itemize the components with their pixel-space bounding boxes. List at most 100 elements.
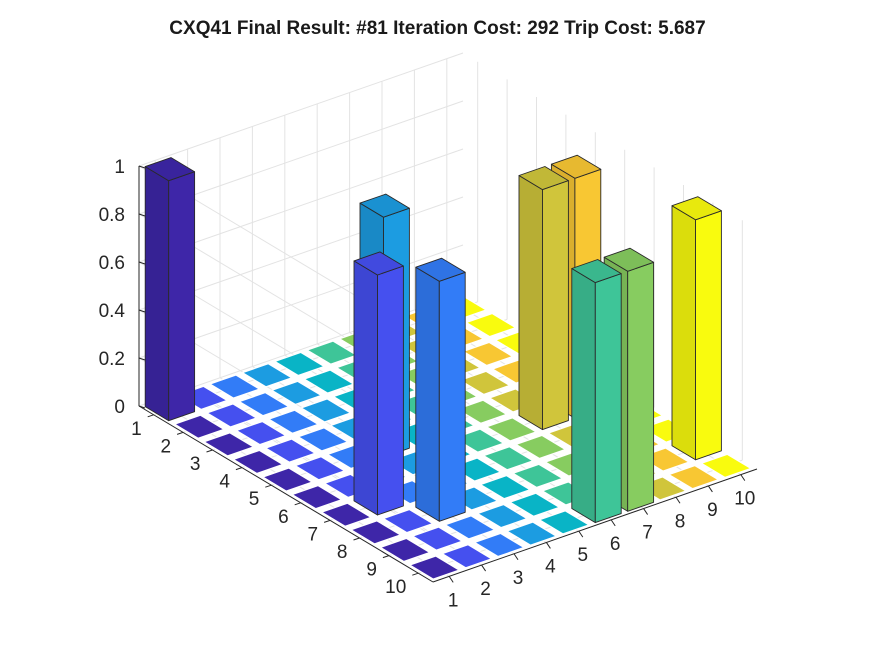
zero-tile (464, 312, 518, 338)
zero-tile (296, 427, 350, 452)
bars (144, 154, 722, 524)
zero-tile (261, 467, 314, 492)
bar-top (518, 166, 569, 191)
x-tick-label: 6 (610, 534, 621, 555)
x-tick (545, 542, 551, 549)
zero-tile (240, 363, 294, 388)
zero-tile (378, 537, 432, 563)
zero-tile (485, 417, 538, 442)
bar-side (353, 260, 378, 516)
zero-tile (479, 474, 532, 500)
zero-tile (699, 453, 753, 479)
bar-side (671, 205, 696, 461)
y-tick (206, 449, 213, 453)
y-tick (147, 414, 154, 418)
y-tick (265, 484, 272, 488)
z-tick-label: 0 (114, 397, 125, 418)
bar-side (144, 166, 170, 422)
x-tick (675, 496, 681, 504)
x-axis-line (432, 468, 758, 583)
zero-tile (452, 428, 506, 453)
x-tick (643, 508, 649, 515)
zero-tile (205, 403, 258, 428)
zero-tile (440, 544, 494, 569)
bar (144, 157, 196, 422)
z-tick-label: 0.8 (99, 205, 125, 226)
y-tick-label: 5 (249, 489, 260, 510)
bar-top (550, 154, 602, 179)
bar-top (671, 196, 722, 221)
y-tick (382, 555, 390, 559)
zero-tile (505, 521, 558, 546)
bar-side (518, 175, 543, 431)
y-tick-label: 6 (278, 507, 289, 528)
zero-tile (273, 351, 326, 377)
bar-front (594, 273, 622, 524)
zero-tile (237, 391, 291, 417)
zero-tile (299, 398, 353, 423)
z-tick-label: 0.6 (99, 253, 125, 274)
zero-tile (514, 434, 567, 460)
zero-tile (173, 414, 226, 439)
y-tick-label: 2 (161, 436, 172, 457)
x-tick (707, 485, 713, 493)
z-tick-label: 0.4 (99, 301, 126, 322)
x-tick (513, 553, 519, 561)
zero-tile (234, 420, 288, 446)
x-tick (610, 519, 616, 527)
z-tick (138, 357, 146, 361)
z-tick (138, 405, 146, 409)
x-tick-label: 3 (513, 568, 524, 589)
y-tick (235, 467, 243, 471)
y-tick-label: 3 (190, 454, 201, 475)
zero-tile (667, 464, 720, 490)
zero-tile (458, 370, 512, 396)
chart-title: CXQ41 Final Result: #81 Iteration Cost: … (169, 18, 706, 39)
zero-tile (208, 374, 261, 399)
y-tick (353, 537, 360, 541)
x-tick-label: 5 (578, 545, 589, 566)
x-tick-label: 8 (675, 511, 686, 532)
bar-top (415, 257, 466, 282)
z-tick (138, 261, 146, 265)
zero-tile (508, 492, 561, 517)
y-tick-label: 8 (337, 542, 348, 563)
zero-tile (290, 484, 344, 510)
zero-tile (476, 503, 529, 529)
x-tick (740, 474, 746, 481)
bar-front (627, 261, 655, 512)
bar-front (377, 265, 404, 516)
zero-tile (381, 508, 435, 534)
x-tick-label: 10 (734, 489, 755, 510)
bar-side (571, 268, 596, 524)
zero-tile (482, 446, 535, 471)
x-tick-label: 9 (707, 500, 718, 521)
y-tick-label: 4 (219, 472, 230, 493)
y-tick (176, 431, 184, 435)
x-tick (448, 576, 454, 583)
zero-tile (411, 526, 464, 551)
bar (353, 251, 404, 516)
zero-tile (473, 532, 526, 558)
bar-front (695, 210, 722, 461)
x-tick-label: 2 (480, 579, 491, 600)
bar (571, 259, 622, 524)
zero-tile (231, 449, 285, 475)
bar (671, 196, 722, 461)
bar-top (144, 157, 196, 182)
bar-front (542, 180, 569, 431)
zero-tile (455, 399, 509, 424)
bar-side (415, 266, 440, 522)
bar-front (438, 271, 466, 522)
zero-tile (293, 456, 347, 481)
bar-front (168, 171, 196, 422)
z-tick-label: 0.2 (99, 349, 125, 370)
z-tick (138, 213, 146, 217)
zero-tile (443, 515, 497, 540)
y-tick-label: 7 (308, 524, 319, 545)
y-tick (323, 519, 331, 523)
bar-top (603, 247, 655, 272)
x-tick (481, 564, 487, 572)
bar-top (353, 251, 404, 276)
